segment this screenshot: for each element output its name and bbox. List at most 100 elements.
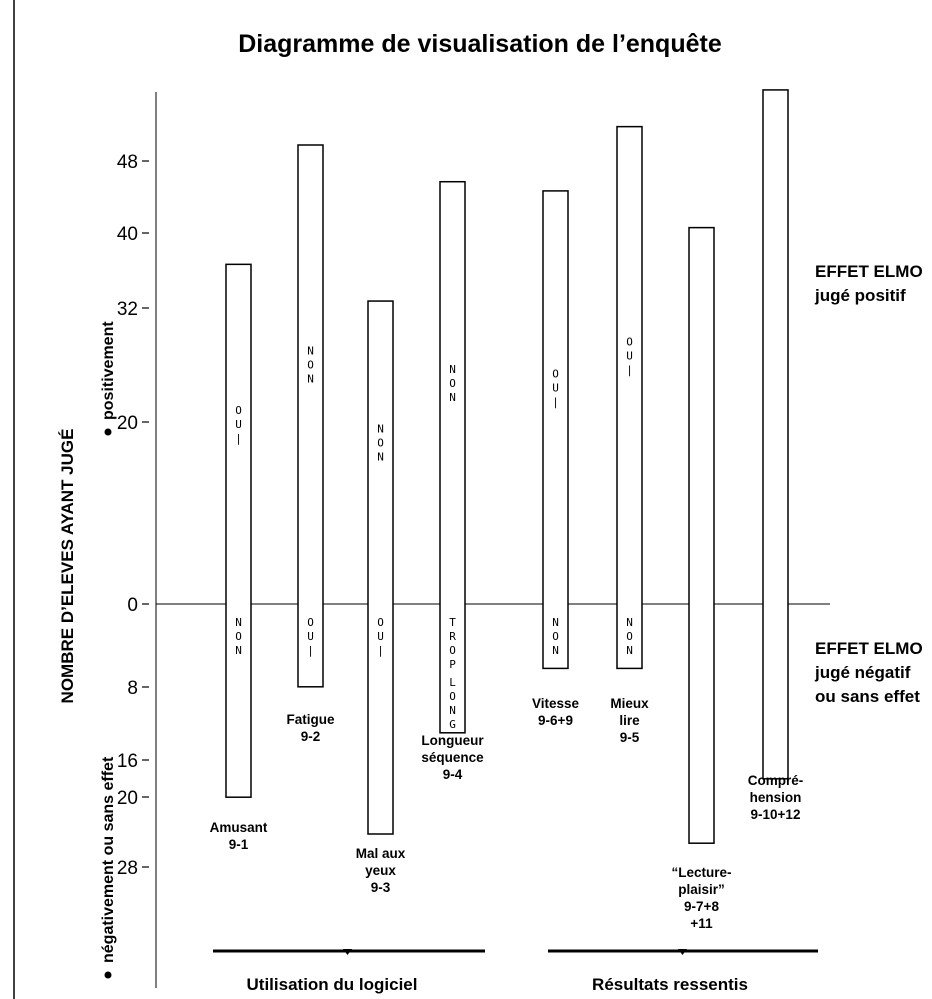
category-label: Longueur xyxy=(421,733,484,748)
y-tick-label: 32 xyxy=(117,299,138,320)
category-label: 9-6+9 xyxy=(538,713,573,728)
bar-bottom-text: T xyxy=(449,616,456,629)
bar-bottom-text: O xyxy=(449,644,456,657)
bar-bottom-text: N xyxy=(552,644,559,657)
category-label: 9-5 xyxy=(620,730,640,745)
bar-top-text: N xyxy=(377,451,384,464)
bar xyxy=(225,263,252,798)
bar-bottom-text: N xyxy=(235,644,242,657)
bar-bottom-text: N xyxy=(552,616,559,629)
category-label: 9-1 xyxy=(229,837,249,852)
bar xyxy=(762,89,789,780)
y-tick-label: 20 xyxy=(117,788,138,809)
bar-bottom-text: R xyxy=(449,630,456,643)
bar xyxy=(616,125,643,670)
group-marker-2 xyxy=(678,949,687,955)
category-label: Compré- xyxy=(748,773,804,788)
category-labels: Amusant 9-1 Fatigue 9-2 Mal aux yeux 9-3 Longue… xyxy=(210,696,804,931)
bar-bottom-text: L xyxy=(449,676,456,689)
bar xyxy=(439,180,466,734)
category-label: 9-4 xyxy=(443,767,463,782)
y-tick-label: 40 xyxy=(117,224,138,245)
bar-bottom-text: N xyxy=(235,616,242,629)
bar-top-text: O xyxy=(235,404,242,417)
bar-bottom-text: | xyxy=(377,644,384,657)
bar-top-text: O xyxy=(307,359,314,372)
category-label: Mal aux xyxy=(356,846,406,861)
bullet-positive xyxy=(104,428,112,436)
bar-top-text: O xyxy=(377,437,384,450)
group-marker-1 xyxy=(343,949,352,955)
category-label: Fatigue xyxy=(286,712,334,727)
bar-bottom-text: O xyxy=(307,616,314,629)
bar-top-text: N xyxy=(307,345,314,358)
y-axis-negative-group: négativement ou sans effet xyxy=(100,756,117,979)
y-tick-label: 48 xyxy=(117,152,138,173)
y-axis-negative-label: négativement ou sans effet xyxy=(100,756,117,963)
bars-group: OU|NONNONOU|NONOU|NONTROPLONGOU|NONOU|NO… xyxy=(225,89,789,844)
category-label: 9-2 xyxy=(301,729,321,744)
category-label: Vitesse xyxy=(532,696,580,711)
category-label: lire xyxy=(619,713,640,728)
bar xyxy=(367,300,394,835)
bar-top-text: | xyxy=(626,363,633,376)
bar-bottom-text: O xyxy=(235,630,242,643)
bar-top-text: O xyxy=(449,377,456,390)
bar-bottom-text: O xyxy=(377,616,384,629)
bar-top-text: | xyxy=(235,432,242,445)
category-label: Amusant xyxy=(210,820,268,835)
category-label: hension xyxy=(750,790,802,805)
bar xyxy=(542,190,569,670)
category-label: plaisir” xyxy=(678,882,725,897)
effect-annotations: EFFET ELMO jugé positif EFFET ELMO jugé nég… xyxy=(814,262,923,706)
category-label: 9-10+12 xyxy=(751,807,801,822)
bar xyxy=(688,226,715,844)
category-label: séquence xyxy=(421,750,484,765)
y-axis-positive-group: positivement xyxy=(100,321,117,436)
category-label: Mieux xyxy=(610,696,649,711)
effect-positive-text: EFFET ELMO xyxy=(815,262,923,281)
group-label-1: Utilisation du logiciel xyxy=(247,975,418,994)
bar-bottom-text: | xyxy=(307,644,314,657)
bar-top-text: O xyxy=(626,335,633,348)
bar-bottom-text: O xyxy=(552,630,559,643)
bullet-negative xyxy=(104,971,112,979)
bar-bottom-text: N xyxy=(626,644,633,657)
bar-top-text: U xyxy=(235,418,242,431)
effect-negative-text: EFFET ELMO xyxy=(815,639,923,658)
chart-title: Diagramme de visualisation de l’enquête xyxy=(238,30,722,58)
category-label: 9-7+8 xyxy=(684,899,719,914)
bar-top-text: U xyxy=(626,349,633,362)
group-label-2: Résultats ressentis xyxy=(592,975,748,994)
bar-bottom-text: N xyxy=(449,704,456,717)
y-tick-label: 16 xyxy=(117,751,138,772)
y-ticks: 48 40 32 20 0 8 16 20 28 xyxy=(117,152,149,879)
y-tick-label: 8 xyxy=(127,678,138,699)
effect-negative-text: jugé négatif xyxy=(814,663,911,682)
bar-bottom-text: U xyxy=(377,630,384,643)
bar xyxy=(297,144,324,688)
category-label: +11 xyxy=(690,916,713,931)
effect-negative-text: ou sans effet xyxy=(815,687,920,706)
category-label: yeux xyxy=(365,863,396,878)
bar-top-text: | xyxy=(552,395,559,408)
bar-top-text: N xyxy=(449,391,456,404)
bar-bottom-text: U xyxy=(307,630,314,643)
bar-bottom-text: O xyxy=(449,690,456,703)
y-axis-positive-label: positivement xyxy=(100,321,117,420)
category-label: “Lecture- xyxy=(671,865,731,880)
y-tick-label: 0 xyxy=(127,595,138,616)
bar-top-text: N xyxy=(377,423,384,436)
y-axis-label: NOMBRE D’ELEVES AYANT JUGÉ xyxy=(58,429,77,704)
category-label: 9-3 xyxy=(371,880,391,895)
bar-bottom-text: P xyxy=(449,658,456,671)
y-tick-label: 20 xyxy=(117,413,138,434)
bar-top-text: N xyxy=(307,373,314,386)
bar-top-text: N xyxy=(449,363,456,376)
effect-positive-text: jugé positif xyxy=(814,286,906,305)
bar-bottom-text: G xyxy=(449,718,456,731)
bar-top-text: U xyxy=(552,381,559,394)
bar-top-text: O xyxy=(552,367,559,380)
y-tick-label: 28 xyxy=(117,858,138,879)
